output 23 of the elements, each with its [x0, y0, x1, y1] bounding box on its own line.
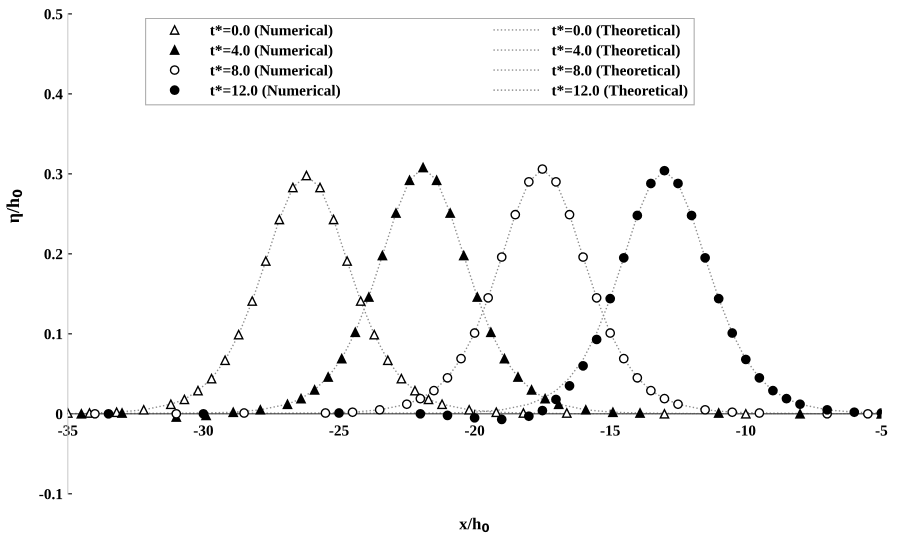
legend-label: t*=0.0 (Theoretical) [552, 24, 680, 39]
y-axis-title: η/h$_{0}$ [6, 190, 23, 224]
y-tick-label: 0.2 [44, 249, 62, 260]
legend-label: t*=8.0 (Theoretical) [552, 64, 680, 79]
y-tick-label: 0.4 [44, 89, 63, 100]
y-tick-label: 0.1 [44, 328, 62, 340]
legend-label: t*=12.0 (Theoretical) [552, 84, 688, 99]
y-tick-label: 0 [56, 408, 62, 420]
x-tick-label: -30 [194, 425, 213, 436]
x-tick-label: -10 [736, 425, 756, 436]
x-tick-label: -5 [876, 426, 888, 436]
legend-label: t*=4.0 (Numerical) [210, 44, 332, 59]
y-tick-label: 0.3 [44, 169, 62, 180]
legend-label: t*=0.0 (Numerical) [210, 24, 332, 39]
legend-label: t*=8.0 (Numerical) [210, 64, 332, 79]
x-tick-label: -20 [464, 425, 484, 436]
x-axis-title: x/h$_{0}$ [459, 518, 490, 532]
x-tick-label: -25 [329, 425, 349, 436]
x-tick-label: -15 [600, 425, 620, 436]
y-tick-label: 0.5 [44, 9, 62, 20]
y-tick-label: -0.1 [39, 488, 62, 500]
legend-label: t*=12.0 (Numerical) [210, 84, 340, 99]
legend-label: t*=4.0 (Theoretical) [552, 44, 680, 59]
